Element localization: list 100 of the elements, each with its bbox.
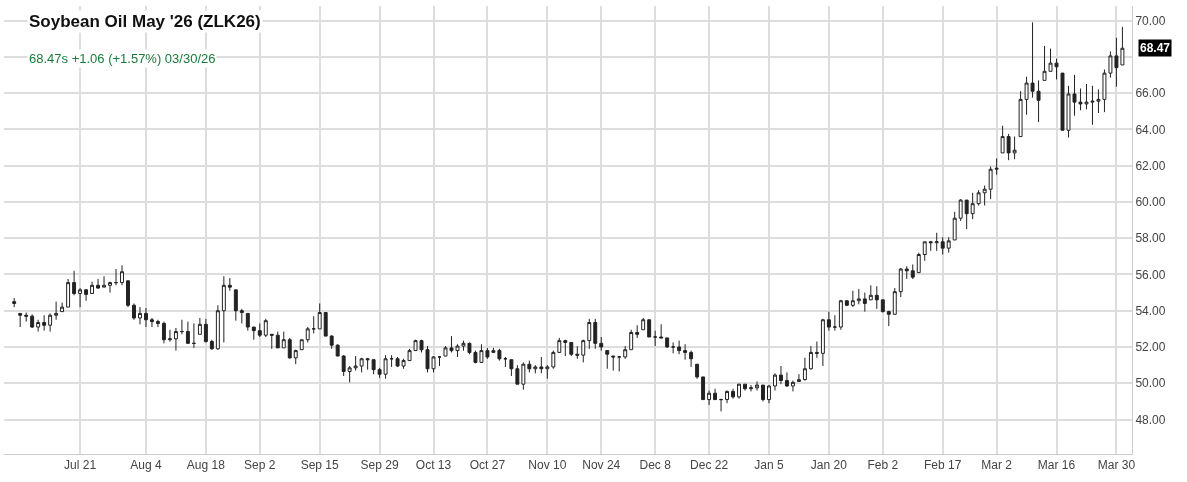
candlestick	[359, 357, 364, 373]
candlestick	[940, 236, 945, 255]
y-tick-label: 60.00	[1135, 195, 1166, 210]
candlestick	[778, 365, 783, 385]
candlestick	[922, 241, 927, 262]
candlestick	[755, 380, 759, 392]
candlestick	[30, 313, 35, 329]
candlestick	[623, 345, 628, 360]
y-tick-label: 58.00	[1135, 231, 1166, 246]
candlestick	[767, 384, 771, 404]
y-tick-label: 54.00	[1135, 303, 1166, 318]
x-tick-label: Aug 4	[130, 458, 162, 473]
candlestick	[862, 292, 867, 313]
candlestick	[539, 356, 544, 374]
x-tick-label: Feb 17	[924, 458, 962, 473]
x-tick-label: Mar 16	[1037, 458, 1076, 473]
candlestick	[904, 265, 909, 280]
y-tick-label: 70.00	[1135, 13, 1166, 28]
candlestick	[826, 311, 831, 332]
candlestick	[665, 337, 670, 349]
x-tick-label: Dec 8	[639, 458, 672, 473]
candlestick	[731, 388, 735, 400]
candlestick	[215, 304, 220, 351]
candlestick	[593, 318, 598, 350]
candlestick	[988, 166, 993, 200]
candlestick	[72, 270, 77, 296]
candlestick	[617, 355, 622, 372]
candlestick	[108, 281, 112, 294]
candlestick	[928, 240, 933, 252]
y-tick-label: 62.00	[1135, 158, 1166, 173]
candlestick	[832, 314, 837, 332]
candlestick	[808, 345, 813, 371]
candlestick	[802, 357, 807, 382]
x-tick-label: Mar 2	[981, 458, 1013, 473]
candlestick	[707, 390, 712, 406]
candlestick	[36, 319, 41, 333]
candlestick	[946, 236, 951, 254]
candlestick	[12, 297, 17, 308]
text: 68.47s +1.06 (+1.57%) 03/30/26	[29, 51, 216, 66]
candlestick	[155, 319, 160, 328]
y-tick-label: 66.00	[1135, 86, 1166, 101]
candlestick	[341, 354, 346, 377]
candlestick	[743, 383, 747, 392]
candlestick	[641, 317, 646, 331]
candlestick	[275, 331, 280, 349]
candlestick	[114, 268, 118, 286]
candlestick	[671, 341, 676, 354]
candlestick	[191, 322, 196, 349]
candlestick	[976, 189, 981, 207]
candlestick	[790, 380, 795, 392]
candlestick	[874, 285, 879, 310]
candlestick	[239, 308, 244, 324]
candlestick	[844, 300, 849, 307]
candlestick	[659, 323, 664, 339]
candlestick	[167, 329, 172, 343]
y-tick-label: 64.00	[1135, 122, 1166, 137]
candlestick	[569, 341, 574, 357]
candlestick	[892, 287, 897, 315]
candlestick	[814, 341, 819, 359]
candlestick	[126, 280, 130, 308]
candlestick	[868, 284, 873, 301]
candlestick	[389, 354, 394, 368]
candlestick	[150, 317, 154, 328]
candlestick	[713, 388, 718, 401]
candlestick	[689, 350, 694, 368]
candlestick	[761, 384, 765, 402]
candlestick	[144, 307, 148, 328]
candlestick	[683, 343, 688, 361]
candlestick	[305, 326, 310, 343]
x-tick-label: Sep 15	[300, 458, 340, 473]
candlestick	[179, 319, 184, 335]
candlestick	[850, 290, 855, 308]
candlestick	[197, 317, 202, 335]
candlestick	[635, 324, 640, 339]
text: 68.47	[1140, 41, 1171, 55]
candlestick	[749, 384, 753, 392]
candlestick	[773, 372, 777, 392]
y-tick-label: 48.00	[1135, 412, 1166, 427]
candlestick	[257, 322, 262, 338]
candlestick	[605, 350, 610, 370]
candlestick	[653, 330, 658, 347]
candlestick	[18, 312, 23, 328]
x-tick-label: Oct 27	[469, 458, 506, 473]
candlestick	[227, 277, 232, 292]
candlestick	[329, 334, 334, 350]
candlestick	[886, 311, 891, 327]
candlestick	[982, 185, 987, 207]
x-tick-label: Mar 30	[1097, 458, 1136, 473]
candlestick	[952, 211, 957, 241]
candlestick	[701, 376, 706, 401]
candlestick	[557, 337, 562, 353]
candlestick	[287, 337, 292, 360]
candlestick	[820, 318, 825, 367]
candlestick	[203, 318, 208, 343]
candlestick	[647, 319, 652, 338]
candlestick	[719, 398, 724, 412]
candlestick	[185, 321, 190, 344]
x-tick-label: Jan 5	[754, 458, 784, 473]
candlestick	[132, 302, 136, 321]
candlestick	[725, 390, 730, 404]
